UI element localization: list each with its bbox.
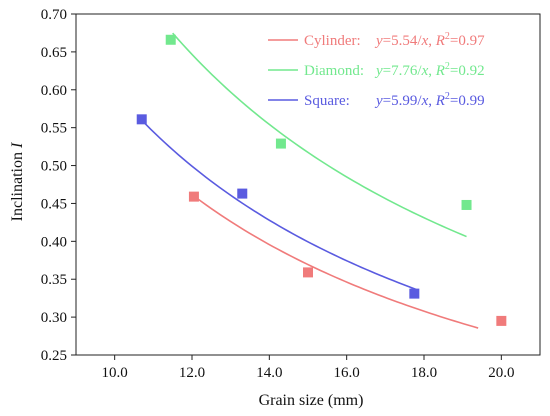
legend-eq-part: y <box>374 93 383 109</box>
legend-eq-part: x <box>421 63 429 79</box>
legend-eq-part: , <box>428 33 436 49</box>
plot-border <box>75 13 541 356</box>
plot-frame <box>75 13 541 356</box>
data-points <box>136 34 507 326</box>
y-tick-label: 0.35 <box>41 272 67 288</box>
legend-eq-part: y <box>374 33 383 49</box>
y-axis-label-text: Inclination <box>9 148 26 221</box>
y-tick-label: 0.40 <box>41 234 67 250</box>
legend-eq-part: , <box>428 93 436 109</box>
fit-curve-cylinder <box>191 193 479 329</box>
data-point-cylinder <box>496 315 507 326</box>
legend-eq-part: R <box>435 63 445 79</box>
legend-name-square: Square: <box>304 93 350 109</box>
legend-eq-part: , <box>428 63 436 79</box>
y-tick-label: 0.70 <box>41 7 67 23</box>
x-tick-label: 20.0 <box>488 365 514 381</box>
legend-eq-part: R <box>435 33 445 49</box>
y-tick-label: 0.45 <box>41 196 67 212</box>
data-point-cylinder <box>303 267 313 278</box>
legend-name-diamond: Diamond: <box>304 63 364 79</box>
legend-eq-part: x <box>421 93 429 109</box>
data-point-cylinder <box>188 191 199 202</box>
legend-eq-part: =5.99/ <box>383 93 423 109</box>
data-point-square <box>409 288 420 299</box>
y-tick-label: 0.30 <box>41 310 67 326</box>
data-point-diamond <box>461 199 472 210</box>
y-tick-label: 0.55 <box>41 121 67 137</box>
y-axis-label: Inclination I <box>9 142 26 221</box>
x-axis-label: Grain size (mm) <box>259 392 364 409</box>
data-point-diamond <box>275 138 286 149</box>
legend-eq-part: 2 <box>445 61 450 72</box>
data-point-square <box>237 188 248 199</box>
x-axis-ticks: 10.0 12.0 14.0 16.0 18.0 20.0 <box>102 355 514 381</box>
x-tick-label: 14.0 <box>256 365 282 381</box>
data-point-diamond <box>165 34 176 45</box>
legend-eq-part: =7.76/ <box>383 63 423 79</box>
legend-eq-part: R <box>435 93 445 109</box>
legend-eq-part: =0.97 <box>450 33 485 49</box>
legend-eq-part: 2 <box>445 31 450 42</box>
x-tick-label: 16.0 <box>334 365 360 381</box>
y-tick-label: 0.60 <box>41 83 67 99</box>
y-axis-ticks: 0.25 0.30 0.35 0.40 0.45 0.50 0.55 0.60 0.65 0.70 <box>41 7 76 364</box>
legend-equation-diamond: y=7.76/x, R2=0.92 <box>374 61 485 79</box>
fit-curve-diamond <box>172 32 467 238</box>
fit-curves <box>141 32 479 329</box>
legend-equation-cylinder: y=5.54/x, R2=0.97 <box>374 31 485 49</box>
y-tick-label: 0.50 <box>41 159 67 175</box>
y-tick-label: 0.25 <box>41 348 67 364</box>
legend-eq-part: =0.99 <box>450 93 485 109</box>
x-tick-label: 10.0 <box>102 365 128 381</box>
legend-equation-square: y=5.99/x, R2=0.99 <box>374 91 485 109</box>
legend-eq-part: 2 <box>445 91 450 102</box>
x-tick-label: 18.0 <box>411 365 437 381</box>
x-tick-label: 12.0 <box>179 365 205 381</box>
legend-eq-part: =0.92 <box>450 63 485 79</box>
y-axis-label-symbol: I <box>9 142 26 149</box>
legend-name-cylinder: Cylinder: <box>304 33 361 49</box>
legend-eq-part: x <box>421 33 429 49</box>
y-tick-label: 0.65 <box>41 45 67 61</box>
data-point-square <box>136 114 147 125</box>
legend-eq-part: =5.54/ <box>383 33 423 49</box>
legend-eq-part: y <box>374 63 383 79</box>
fit-curve-square <box>141 119 417 291</box>
